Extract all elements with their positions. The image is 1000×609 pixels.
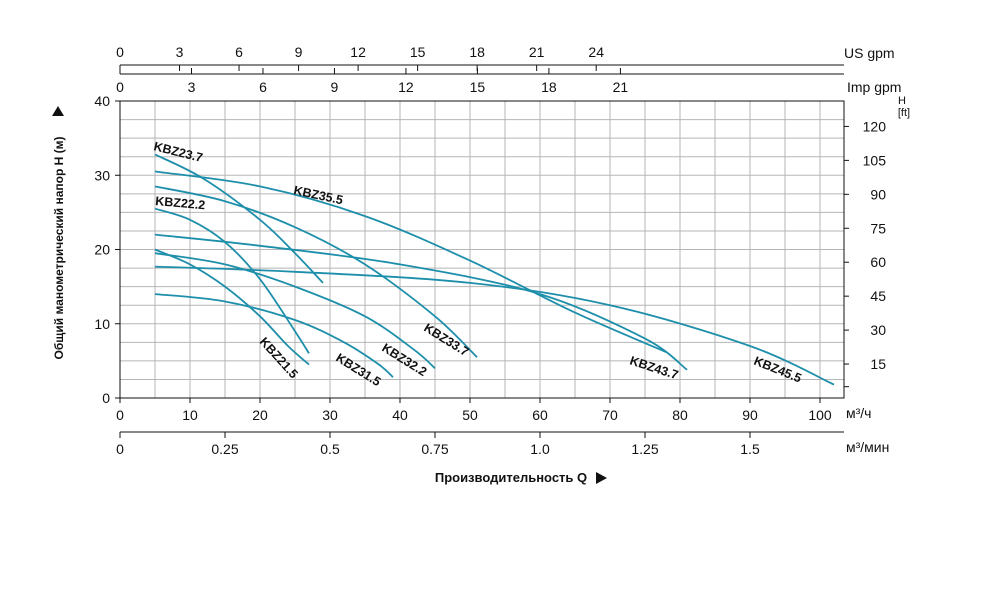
us-tick-label: 0 — [116, 44, 124, 60]
us-tick-label: 6 — [235, 44, 243, 60]
curve-kbz45-5 — [154, 265, 835, 386]
x-unit-main: м³/ч — [846, 405, 871, 421]
us-tick-label: 21 — [529, 44, 545, 60]
us-tick-label: 15 — [410, 44, 426, 60]
curve-label: KBZ23.7 — [152, 139, 204, 165]
x-tick-label: 10 — [182, 407, 198, 423]
x-tick-label: 70 — [602, 407, 618, 423]
ft-tick-label: 45 — [870, 288, 886, 304]
curve-label: KBZ35.5 — [292, 183, 344, 207]
ft-tick-label: 15 — [870, 356, 886, 372]
curve-label: KBZ45.5 — [752, 354, 804, 386]
imp-tick-label: 18 — [541, 79, 557, 95]
x-tick-label: 40 — [392, 407, 408, 423]
x-axis-label: Производительность Q — [435, 470, 587, 485]
us-tick-label: 18 — [469, 44, 485, 60]
x-tick-label: 20 — [252, 407, 268, 423]
x-tick-label: 80 — [672, 407, 688, 423]
min-tick-label: 0.5 — [320, 441, 340, 457]
min-tick-label: 1.5 — [740, 441, 760, 457]
ft-tick-label: 30 — [870, 322, 886, 338]
min-tick-label: 0.25 — [211, 441, 238, 457]
curve-label: KBZ31.5 — [333, 351, 383, 389]
y-tick-label: 10 — [94, 316, 110, 332]
curve-kbz31-5 — [154, 293, 394, 378]
imp-tick-label: 15 — [470, 79, 486, 95]
y-tick-label: 40 — [94, 93, 110, 109]
us-tick-label: 9 — [295, 44, 303, 60]
us-tick-label: 3 — [176, 44, 184, 60]
curve-kbz22-2 — [154, 207, 310, 354]
x-unit-min: м³/мин — [846, 439, 889, 455]
right-unit-h: H — [898, 95, 906, 107]
y-axis-arrow-icon — [52, 106, 64, 116]
curve-label: KBZ22.2 — [155, 194, 206, 212]
x-tick-label: 100 — [808, 407, 832, 423]
curve-kbz32-2 — [154, 252, 436, 369]
y-axis-label: Общий манометрический напор H (м) — [52, 136, 66, 359]
us-tick-label: 24 — [588, 44, 604, 60]
imp-tick-label: 21 — [613, 79, 629, 95]
top-unit-us: US gpm — [844, 45, 895, 61]
imp-tick-label: 0 — [116, 79, 124, 95]
top-unit-imp: Imp gpm — [847, 79, 901, 95]
imp-tick-label: 9 — [331, 79, 339, 95]
curve-kbz43-7 — [154, 233, 688, 371]
curve-kbz23-7 — [154, 153, 324, 284]
min-tick-label: 1.0 — [530, 441, 550, 457]
us-tick-label: 12 — [350, 44, 366, 60]
min-tick-label: 0 — [116, 441, 124, 457]
ft-tick-label: 105 — [863, 152, 887, 168]
curve-label: KBZ32.2 — [379, 341, 429, 379]
min-tick-label: 0.75 — [421, 441, 448, 457]
curve-kbz35-5 — [154, 170, 667, 353]
x-tick-label: 30 — [322, 407, 338, 423]
curve-kbz33-7 — [154, 185, 478, 358]
right-unit-ft: [ft] — [898, 107, 910, 119]
y-tick-label: 20 — [94, 242, 110, 258]
curve-label: KBZ21.5 — [257, 335, 301, 382]
curves — [154, 153, 835, 386]
curve-kbz21-5 — [154, 248, 310, 366]
ft-tick-label: 120 — [863, 118, 887, 134]
x-tick-label: 90 — [742, 407, 758, 423]
x-tick-label: 0 — [116, 407, 124, 423]
ft-tick-label: 75 — [870, 220, 886, 236]
imp-tick-label: 6 — [259, 79, 267, 95]
ft-tick-label: 60 — [870, 254, 886, 270]
x-tick-label: 60 — [532, 407, 548, 423]
y-tick-label: 0 — [102, 390, 110, 406]
y-tick-label: 30 — [94, 167, 110, 183]
imp-tick-label: 12 — [398, 79, 414, 95]
ft-tick-label: 90 — [870, 186, 886, 202]
imp-tick-label: 3 — [188, 79, 196, 95]
grid — [120, 101, 844, 398]
x-axis-arrow-icon — [596, 472, 607, 484]
x-tick-label: 50 — [462, 407, 478, 423]
min-tick-label: 1.25 — [631, 441, 658, 457]
